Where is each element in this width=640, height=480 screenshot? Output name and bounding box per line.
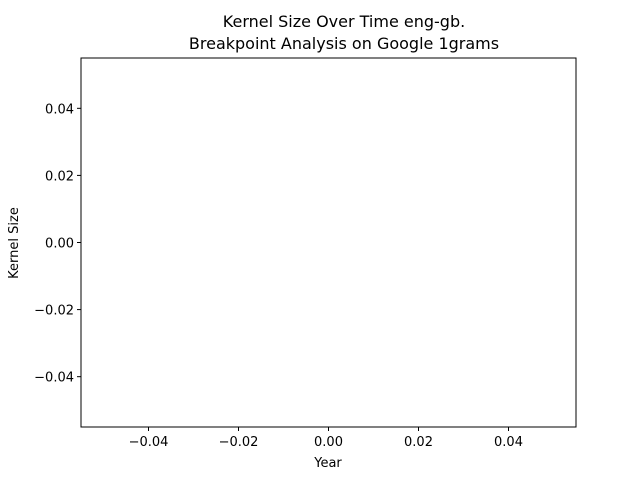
x-tick-label: 0.04 bbox=[494, 435, 523, 450]
x-tick-label: −0.02 bbox=[219, 435, 259, 450]
y-tick-label: −0.04 bbox=[34, 371, 74, 386]
chart-subtitle: Breakpoint Analysis on Google 1grams bbox=[189, 34, 499, 53]
x-axis-label: Year bbox=[313, 456, 342, 471]
x-axis-ticks: −0.04 −0.02 0.00 0.02 0.04 bbox=[129, 427, 523, 450]
y-tick-label: 0.04 bbox=[45, 102, 74, 117]
y-axis-ticks: −0.04 −0.02 0.00 0.02 0.04 bbox=[34, 102, 81, 386]
y-tick-label: −0.02 bbox=[34, 304, 74, 319]
x-tick-label: 0.00 bbox=[314, 435, 343, 450]
y-tick-label: 0.00 bbox=[45, 237, 74, 252]
y-tick-label: 0.02 bbox=[45, 169, 74, 184]
x-tick-label: −0.04 bbox=[129, 435, 169, 450]
y-axis-label: Kernel Size bbox=[7, 207, 22, 279]
chart-title: Kernel Size Over Time eng-gb. bbox=[223, 12, 465, 31]
x-tick-label: 0.02 bbox=[404, 435, 433, 450]
